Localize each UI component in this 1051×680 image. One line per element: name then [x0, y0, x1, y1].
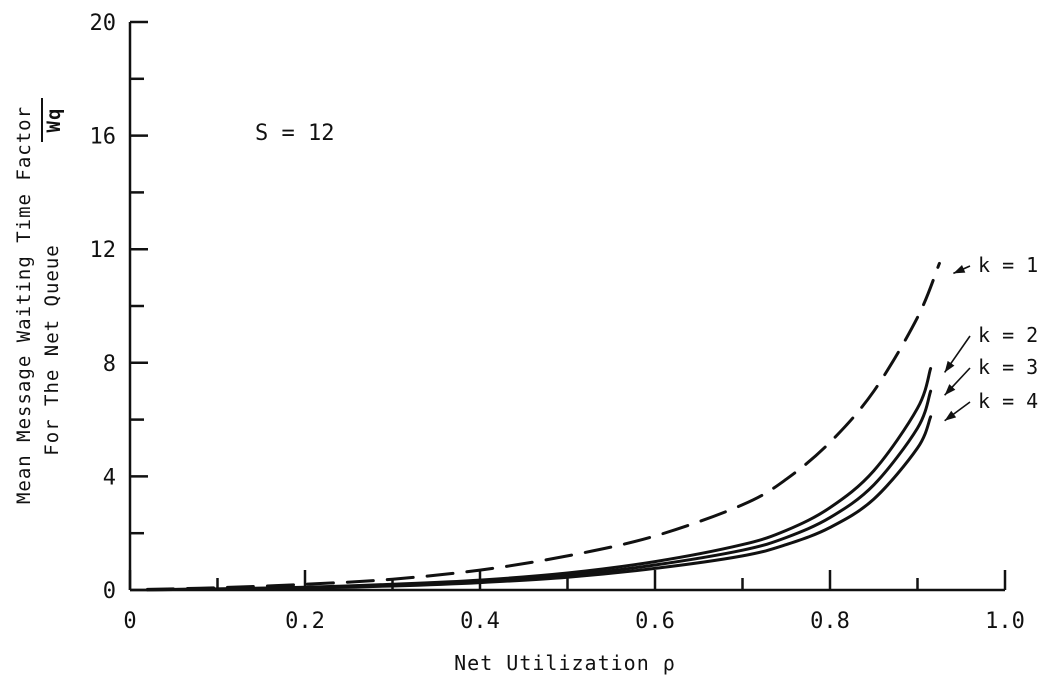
y-axis-symbol: Wq [43, 108, 65, 133]
series-line-k4 [146, 415, 933, 592]
x-tick-label: 0.4 [460, 609, 500, 634]
axis-ticks [128, 20, 1007, 592]
label-arrowhead-k1 [953, 265, 966, 274]
y-axis-title-group: Mean Message Waiting Time Factor [13, 106, 35, 504]
x-tick-label: 0.2 [285, 609, 325, 634]
series-line-k2 [146, 367, 933, 592]
y-axis-title-line1: Mean Message Waiting Time Factor [13, 106, 35, 504]
y-tick-label: 20 [90, 11, 117, 36]
series-line-k3 [146, 389, 933, 592]
label-arrowhead-k4 [944, 410, 957, 421]
y-tick-label: 16 [90, 125, 117, 150]
x-tick-label: 1.0 [985, 609, 1025, 634]
y-tick-label: 8 [103, 352, 116, 377]
series-curves [146, 261, 941, 592]
y-axis-title-line2: For The Net Queue [41, 244, 63, 455]
x-tick-label: 0.8 [810, 609, 850, 634]
label-arrowhead-k3 [944, 384, 956, 396]
x-tick-label: 0 [123, 609, 136, 634]
series-labels: k = 1 k = 2 k = 3 k = 4 [943, 253, 1038, 422]
series-label-k2: k = 2 [978, 323, 1038, 347]
series-label-k1: k = 1 [978, 253, 1038, 277]
x-axis-title: Net Utilization ρ [454, 651, 676, 675]
series-label-k4: k = 4 [978, 389, 1038, 413]
y-tick-label: 4 [103, 465, 116, 490]
series-label-k3: k = 3 [978, 355, 1038, 379]
x-tick-label: 0.6 [635, 609, 675, 634]
y-axis-title-group-2: For The Net Queue [41, 244, 63, 455]
label-arrowhead-k2 [944, 360, 955, 373]
tick-labels: 0 4 8 12 16 20 0 0.2 0.4 0.6 0.8 1.0 [90, 11, 1025, 634]
s-annotation: S = 12 [255, 121, 334, 146]
y-tick-label: 12 [90, 238, 117, 263]
series-line-k1 [146, 261, 941, 591]
y-tick-label: 0 [103, 579, 116, 604]
y-axis-symbol-group: Wq [41, 98, 65, 142]
